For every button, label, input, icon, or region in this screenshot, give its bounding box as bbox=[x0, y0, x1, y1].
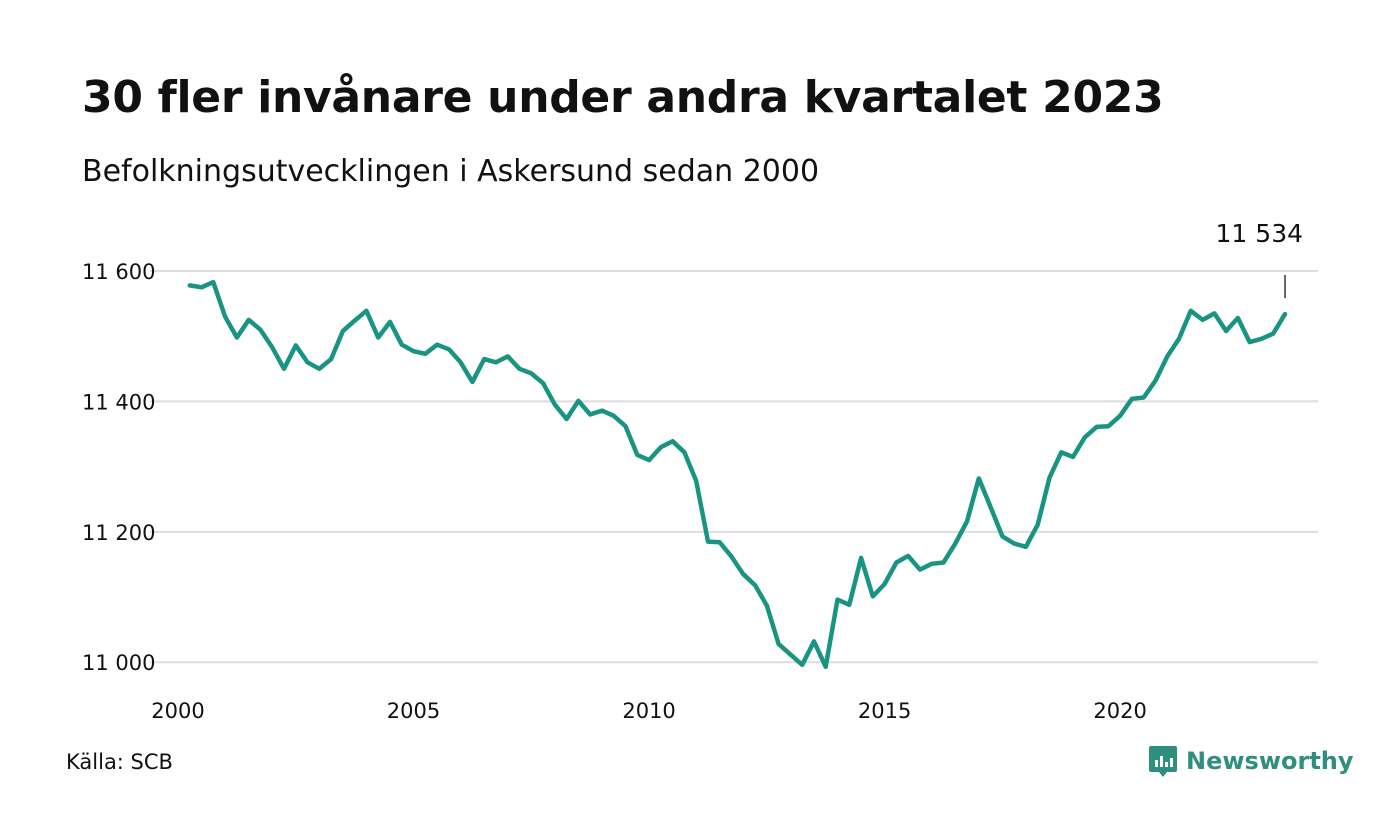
y-tick-label: 11 400 bbox=[82, 390, 155, 414]
chart-subtitle: Befolkningsutvecklingen i Askersund seda… bbox=[82, 154, 820, 189]
y-axis-labels: 11 000 11 200 11 400 11 600 bbox=[82, 260, 155, 675]
annotation-label: 11 534 bbox=[1216, 219, 1303, 248]
gridlines bbox=[150, 270, 1318, 664]
source-note: Källa: SCB bbox=[66, 750, 173, 774]
y-tick-label: 11 000 bbox=[82, 651, 155, 675]
chart-title: 30 fler invånare under andra kvartalet 2… bbox=[82, 72, 1164, 123]
x-tick-label: 2015 bbox=[858, 699, 911, 723]
x-tick-label: 2020 bbox=[1093, 699, 1146, 723]
annotation: 11 534 bbox=[1216, 219, 1303, 298]
line-chart: 11 000 11 200 11 400 11 600 2000 2005 2010 201… bbox=[82, 219, 1318, 723]
newsworthy-logo-icon bbox=[1149, 746, 1177, 777]
y-tick-label: 11 600 bbox=[82, 260, 155, 284]
series-line-0 bbox=[187, 279, 1288, 670]
brand-logo: Newsworthy bbox=[1148, 744, 1354, 778]
brand-name: Newsworthy bbox=[1186, 747, 1354, 775]
x-tick-label: 2000 bbox=[151, 699, 204, 723]
y-tick-label: 11 200 bbox=[82, 521, 155, 545]
series-layer bbox=[187, 279, 1288, 670]
x-tick-label: 2005 bbox=[387, 699, 440, 723]
x-axis-labels: 2000 2005 2010 2015 2020 bbox=[151, 699, 1147, 723]
x-tick-label: 2010 bbox=[622, 699, 675, 723]
